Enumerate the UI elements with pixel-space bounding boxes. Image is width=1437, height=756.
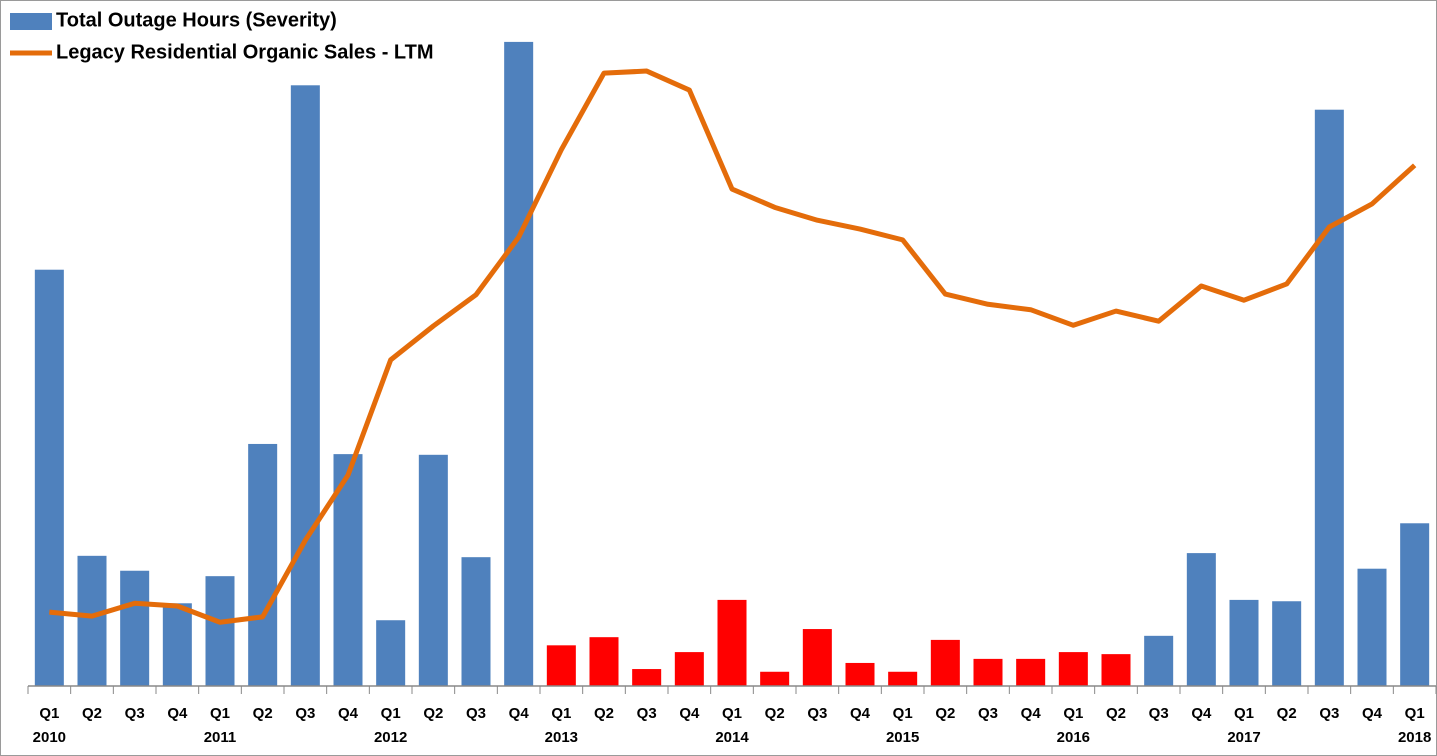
bar bbox=[845, 662, 875, 686]
x-tick-label: Q1 bbox=[1234, 705, 1254, 722]
x-tick-label: Q4 bbox=[509, 705, 530, 722]
bar bbox=[77, 555, 107, 686]
bar bbox=[376, 620, 406, 686]
bar bbox=[1229, 599, 1259, 686]
x-tick-label: Q2 bbox=[82, 705, 102, 722]
x-tick-label: Q1 bbox=[210, 705, 230, 722]
x-tick-label: Q1 bbox=[551, 705, 571, 722]
bar bbox=[802, 629, 832, 686]
bar bbox=[632, 669, 662, 686]
x-tick-label: Q2 bbox=[765, 705, 785, 722]
bar bbox=[1314, 109, 1344, 686]
bar bbox=[248, 443, 278, 686]
bar bbox=[461, 557, 491, 686]
bar bbox=[589, 637, 619, 686]
legend-label: Total Outage Hours (Severity) bbox=[56, 9, 337, 31]
x-tick-label: Q1 bbox=[893, 705, 913, 722]
x-group-label: 2015 bbox=[886, 729, 919, 746]
bar bbox=[1058, 652, 1088, 686]
bar bbox=[1186, 553, 1216, 686]
x-tick-label: Q4 bbox=[1191, 705, 1212, 722]
x-tick-label: Q4 bbox=[1021, 705, 1042, 722]
bar bbox=[1101, 654, 1131, 686]
bar bbox=[120, 570, 150, 686]
x-tick-label: Q2 bbox=[935, 705, 955, 722]
bar bbox=[674, 652, 704, 686]
x-tick-label: Q4 bbox=[167, 705, 188, 722]
x-tick-label: Q2 bbox=[594, 705, 614, 722]
x-tick-label: Q3 bbox=[295, 705, 315, 722]
bar bbox=[930, 639, 960, 686]
x-tick-label: Q3 bbox=[125, 705, 145, 722]
x-tick-label: Q4 bbox=[679, 705, 700, 722]
x-tick-label: Q2 bbox=[253, 705, 273, 722]
x-tick-label: Q1 bbox=[722, 705, 742, 722]
bar bbox=[760, 671, 790, 686]
bar bbox=[1144, 635, 1174, 686]
bar bbox=[205, 576, 235, 686]
x-tick-label: Q3 bbox=[1319, 705, 1339, 722]
bar bbox=[1016, 658, 1046, 686]
x-group-label: 2012 bbox=[374, 729, 407, 746]
bar bbox=[162, 603, 192, 686]
bar bbox=[717, 599, 747, 686]
x-tick-label: Q3 bbox=[637, 705, 657, 722]
x-tick-label: Q4 bbox=[850, 705, 871, 722]
x-tick-label: Q3 bbox=[1149, 705, 1169, 722]
x-tick-label: Q4 bbox=[338, 705, 359, 722]
bar bbox=[418, 454, 448, 686]
legend-label: Legacy Residential Organic Sales - LTM bbox=[56, 41, 434, 63]
bar bbox=[1272, 601, 1302, 686]
x-tick-label: Q1 bbox=[1063, 705, 1083, 722]
bar bbox=[290, 85, 320, 687]
line bbox=[49, 68, 1417, 625]
x-tick-label: Q3 bbox=[807, 705, 827, 722]
x-tick-label: Q3 bbox=[978, 705, 998, 722]
bar bbox=[34, 269, 64, 686]
x-tick-label: Q2 bbox=[1106, 705, 1126, 722]
x-group-label: 2010 bbox=[33, 729, 66, 746]
x-group-label: 2014 bbox=[715, 729, 749, 746]
x-tick-label: Q4 bbox=[1362, 705, 1383, 722]
x-tick-label: Q2 bbox=[1277, 705, 1297, 722]
x-tick-label: Q1 bbox=[1405, 705, 1425, 722]
bar bbox=[1357, 568, 1387, 686]
x-tick-label: Q1 bbox=[381, 705, 401, 722]
x-group-label: 2011 bbox=[204, 729, 237, 746]
bar bbox=[973, 658, 1003, 686]
bar bbox=[1400, 523, 1430, 686]
x-group-label: 2017 bbox=[1227, 729, 1260, 746]
bar bbox=[504, 41, 534, 686]
x-group-label: 2018 bbox=[1398, 729, 1431, 746]
x-group-label: 2016 bbox=[1057, 729, 1090, 746]
x-tick-label: Q3 bbox=[466, 705, 486, 722]
bar bbox=[888, 671, 918, 686]
x-group-label: 2013 bbox=[545, 729, 578, 746]
x-tick-label: Q1 bbox=[39, 705, 59, 722]
legend-swatch bbox=[10, 13, 52, 30]
x-tick-label: Q2 bbox=[423, 705, 443, 722]
bar bbox=[546, 645, 576, 686]
